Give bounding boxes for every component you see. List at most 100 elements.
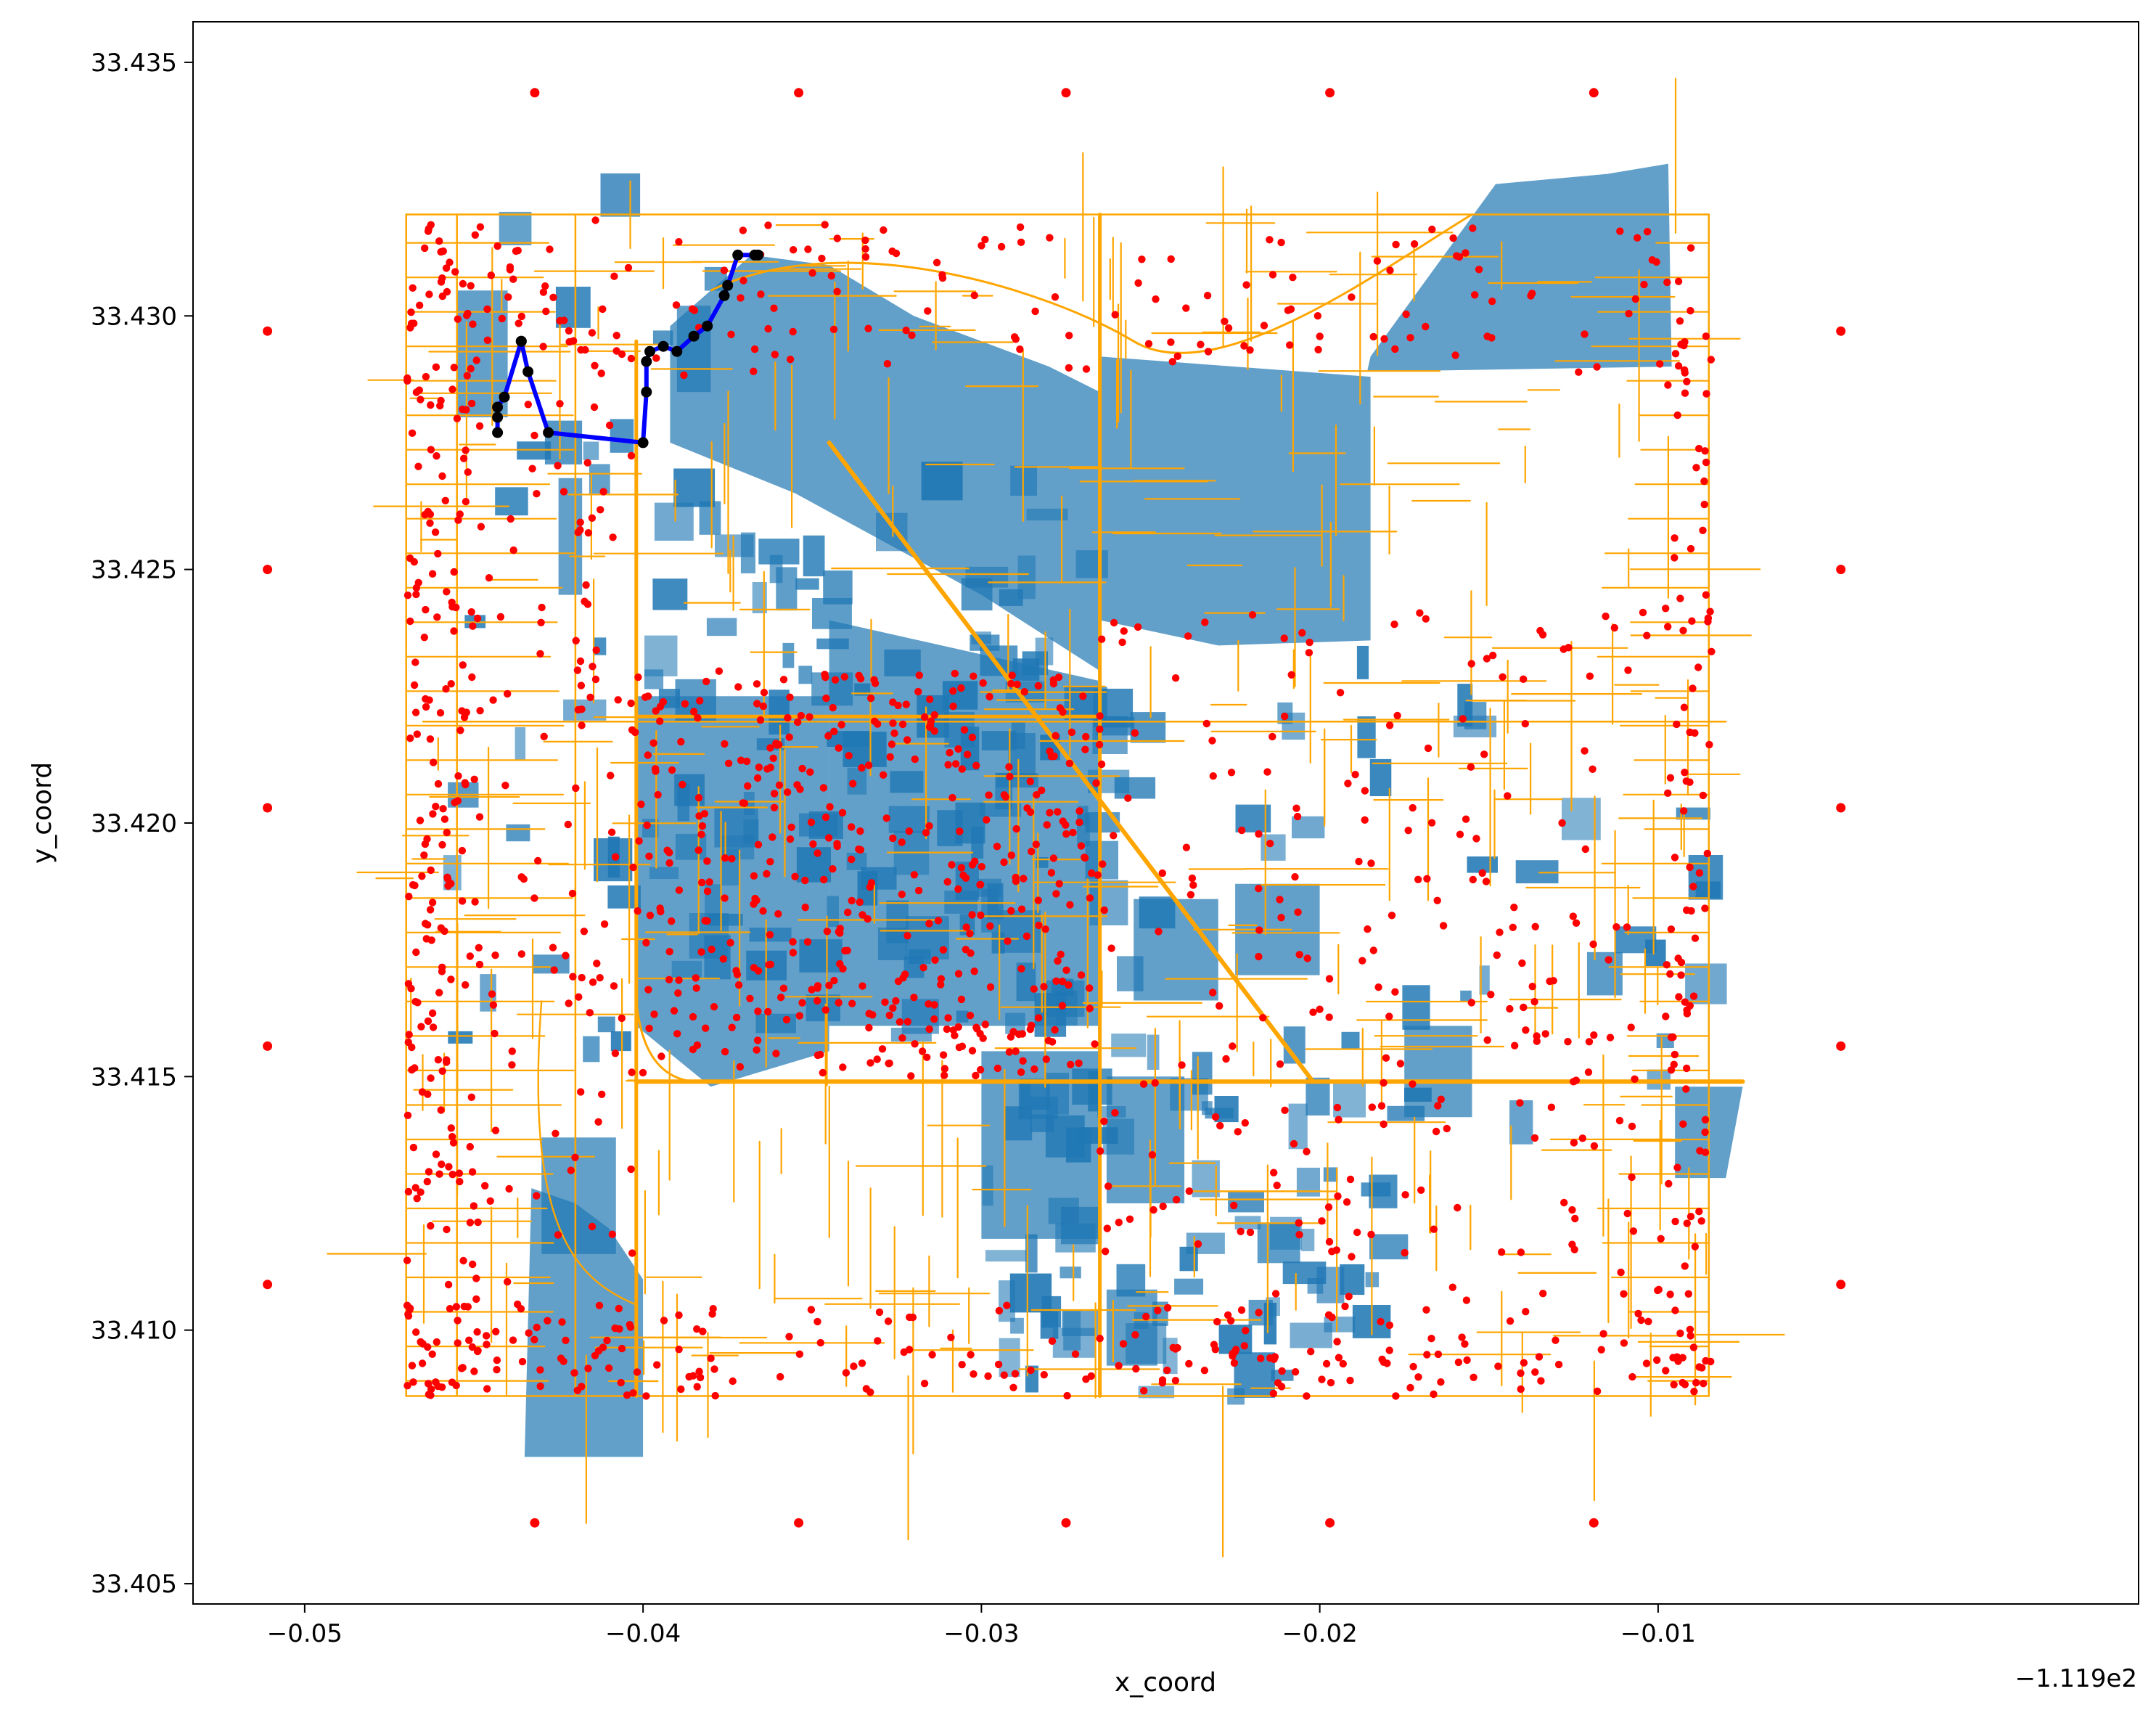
- building-footprint: [921, 462, 963, 501]
- network-node: [424, 1017, 433, 1026]
- building-footprint: [583, 441, 599, 460]
- building-footprint: [1316, 1266, 1345, 1303]
- network-node: [507, 515, 515, 523]
- network-node: [1104, 1182, 1112, 1190]
- network-node: [580, 928, 589, 936]
- building-footprint: [1116, 1264, 1146, 1297]
- route-node: [722, 279, 734, 291]
- building-footprint: [499, 211, 532, 245]
- network-node: [584, 1364, 592, 1372]
- network-node: [1671, 554, 1679, 562]
- network-node: [1019, 1057, 1027, 1065]
- network-node: [1589, 940, 1597, 949]
- network-node: [823, 928, 832, 936]
- building-footprint: [1192, 1052, 1213, 1095]
- network-node: [458, 897, 467, 905]
- network-node: [779, 676, 788, 684]
- network-node: [1673, 1353, 1681, 1361]
- network-node: [801, 904, 809, 912]
- network-node: [981, 235, 989, 244]
- network-node: [1242, 1327, 1250, 1335]
- network-node: [867, 879, 876, 887]
- network-node: [1246, 346, 1254, 354]
- network-node: [1575, 368, 1583, 376]
- network-node: [977, 911, 985, 920]
- network-node: [470, 1367, 478, 1375]
- network-node: [1432, 1127, 1440, 1136]
- network-node: [1671, 534, 1679, 542]
- network-node: [1475, 266, 1483, 274]
- network-node: [1292, 804, 1300, 812]
- network-node: [1382, 1054, 1390, 1062]
- network-node: [1065, 364, 1073, 372]
- network-node: [813, 984, 821, 992]
- network-node: [1286, 341, 1294, 349]
- network-node: [795, 1012, 804, 1020]
- network-node: [1676, 1329, 1684, 1338]
- network-node: [1185, 1187, 1194, 1195]
- network-node: [1535, 1353, 1544, 1361]
- network-node: [1652, 258, 1660, 266]
- network-node: [1506, 1317, 1514, 1325]
- network-node: [925, 920, 933, 928]
- network-node: [1111, 311, 1119, 319]
- network-node: [627, 1165, 635, 1174]
- network-node: [509, 546, 517, 554]
- network-node: [403, 1382, 411, 1390]
- network-node: [1343, 1198, 1351, 1206]
- network-node: [1615, 1116, 1624, 1125]
- network-node: [417, 396, 425, 404]
- network-node: [493, 1356, 501, 1364]
- network-node: [588, 514, 597, 522]
- network-node: [697, 830, 705, 838]
- network-node: [508, 1061, 516, 1069]
- network-node: [972, 1023, 980, 1031]
- network-node: [1216, 1121, 1224, 1130]
- network-node: [920, 713, 929, 721]
- network-node: [865, 1023, 873, 1032]
- network-node: [1680, 341, 1688, 350]
- network-node: [1172, 1195, 1181, 1204]
- network-node: [1126, 1215, 1134, 1224]
- building-footprint: [755, 1013, 796, 1034]
- network-node: [903, 736, 911, 744]
- network-node: [1119, 1340, 1128, 1348]
- network-node: [588, 1222, 597, 1231]
- network-node: [813, 849, 821, 857]
- network-node: [634, 907, 642, 915]
- grid-node: [1061, 1518, 1071, 1528]
- network-node: [1599, 1330, 1607, 1338]
- network-node: [562, 951, 570, 959]
- network-node: [435, 989, 443, 996]
- building-footprint: [1117, 956, 1144, 991]
- building-footprint: [600, 173, 641, 217]
- network-node: [1430, 1225, 1438, 1233]
- network-node: [954, 970, 963, 978]
- network-node: [1345, 1293, 1353, 1301]
- lake-road-edge: [710, 213, 1473, 354]
- building-footprint: [673, 468, 716, 507]
- network-node: [842, 1369, 850, 1377]
- building-footprint: [985, 1250, 1027, 1262]
- network-node: [438, 274, 446, 282]
- network-node: [848, 999, 856, 1007]
- network-node: [1051, 293, 1059, 301]
- network-node: [769, 754, 777, 763]
- network-node: [1689, 992, 1698, 1000]
- network-node: [836, 959, 844, 968]
- network-node: [665, 859, 673, 867]
- network-node: [1344, 779, 1352, 787]
- network-node: [1671, 854, 1679, 862]
- network-node: [1639, 608, 1647, 617]
- network-node: [446, 258, 454, 266]
- network-node: [1012, 824, 1020, 833]
- network-node: [1100, 906, 1108, 914]
- network-node: [425, 1380, 433, 1388]
- building-footprint: [610, 1031, 631, 1052]
- route-node: [702, 320, 713, 332]
- network-node: [454, 516, 462, 524]
- grid-node: [530, 88, 540, 98]
- network-node: [1427, 1335, 1435, 1343]
- network-node: [403, 592, 412, 599]
- network-node: [421, 244, 429, 253]
